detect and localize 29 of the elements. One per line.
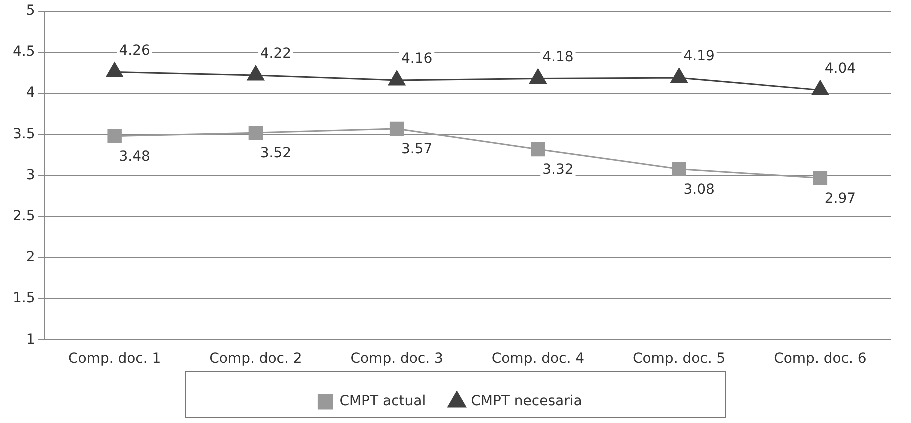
legend-label: CMPT actual [340,394,426,410]
x-tick-label: Comp. doc. 3 [350,351,444,368]
y-tick-label: 4.5 [13,44,36,60]
y-tick-label: 2.5 [13,208,36,225]
data-label: 4.26 [119,42,151,59]
data-label: 4.16 [401,51,433,68]
x-tick-label: Comp. doc. 5 [632,351,726,368]
data-label: 4.18 [542,49,574,66]
data-label: 4.19 [684,48,715,65]
data-label: 4.04 [824,60,856,77]
y-tick-label: 1 [26,332,36,348]
data-label: 3.52 [260,146,292,162]
legend-label: CMPT necesaria [471,394,582,410]
x-tick-label: Comp. doc. 4 [492,351,585,368]
data-label: 4.22 [260,46,292,62]
x-tick-label: Comp. doc. 2 [210,351,302,368]
y-tick-label: 2 [26,250,36,266]
y-tick-label: 1.5 [13,290,36,307]
y-tick-label: 4 [26,85,36,102]
y-tick-label: 5 [26,3,36,20]
data-label: 3.32 [542,162,574,178]
data-label: 2.97 [824,190,856,207]
x-tick-label: Comp. doc. 1 [68,351,162,368]
x-tick-label: Comp. doc. 6 [774,351,867,368]
y-tick-label: 3.5 [13,126,36,142]
data-label: 3.57 [401,142,433,158]
data-label: 3.08 [684,182,715,198]
data-label: 3.48 [119,148,150,165]
y-tick-label: 3 [26,167,36,184]
